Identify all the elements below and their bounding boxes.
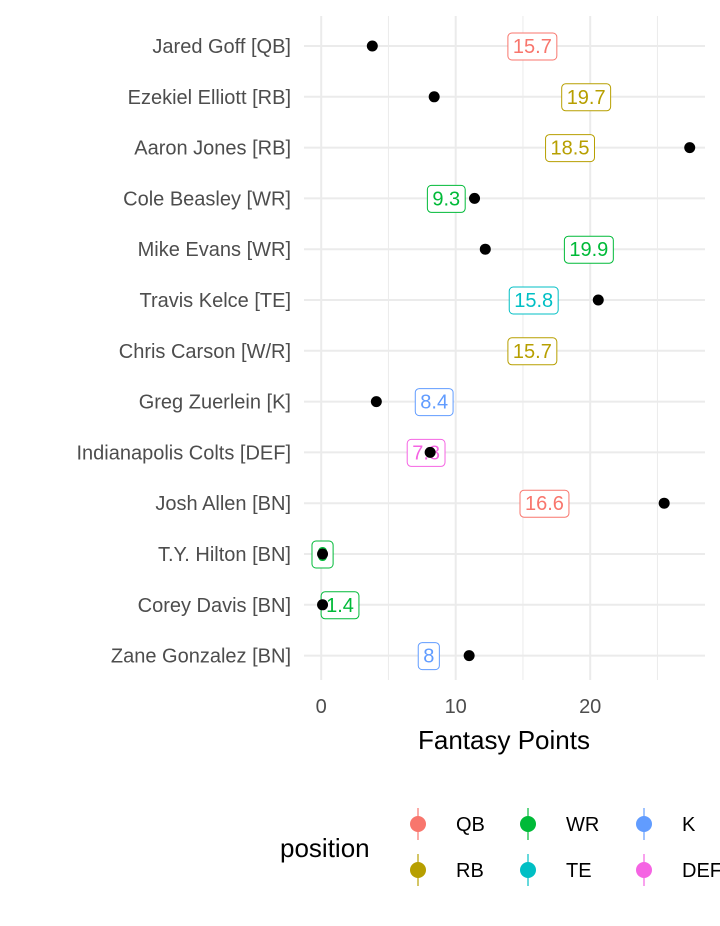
legend-item: WR — [520, 808, 599, 840]
projection-label: 19.7 — [561, 83, 612, 112]
projection-label-text: 15.7 — [513, 341, 552, 363]
projection-label-text: 15.7 — [513, 36, 552, 58]
actual-point — [592, 294, 604, 306]
projection-label-box — [507, 337, 558, 366]
legend-key-dot — [636, 816, 652, 832]
projection-label-text: 19.9 — [569, 239, 608, 261]
legend-label: TE — [566, 860, 592, 882]
actual-point — [479, 243, 491, 255]
projection-label: 16.6 — [519, 489, 570, 518]
grid-lines — [304, 16, 705, 680]
legend-key-dot — [520, 816, 536, 832]
player-label: Travis Kelce [TE] — [139, 290, 291, 312]
projection-label-text: 1.4 — [326, 595, 354, 617]
legend-key-dot — [410, 862, 426, 878]
projection-label-text: 16.6 — [525, 493, 564, 515]
legend-label: DEF — [682, 860, 720, 882]
player-label: Corey Davis [BN] — [138, 595, 291, 617]
actual-point — [424, 446, 436, 458]
legend-label: QB — [456, 814, 485, 836]
legend-item: TE — [520, 854, 592, 886]
projection-label: 9.3 — [426, 184, 466, 213]
x-tick-label: 10 — [445, 696, 467, 718]
projection-label-box — [563, 235, 614, 264]
actual-point — [469, 192, 481, 204]
projection-label-text: 18.5 — [551, 138, 590, 160]
projection-label: 15.7 — [507, 32, 558, 61]
projection-label: 18.5 — [545, 134, 595, 163]
legend: position QB RB WR TE K DEF — [280, 808, 720, 886]
actual-point — [317, 599, 329, 611]
x-axis-title: Fantasy Points — [418, 725, 590, 755]
legend-item: K — [636, 808, 696, 840]
projection-label: 19.9 — [563, 235, 614, 264]
player-label: Chris Carson [W/R] — [119, 341, 291, 363]
player-label: Jared Goff [QB] — [152, 36, 291, 58]
legend-key-dot — [410, 816, 426, 832]
projection-label-box — [508, 286, 559, 315]
legend-item: RB — [410, 854, 484, 886]
projection-label-text: 8 — [423, 646, 434, 668]
legend-label: WR — [566, 814, 599, 836]
player-label: Josh Allen [BN] — [155, 493, 291, 515]
projection-label: 8.4 — [414, 388, 454, 417]
legend-item: DEF — [636, 854, 720, 886]
player-label: Cole Beasley [WR] — [123, 188, 291, 210]
actual-points — [317, 40, 696, 662]
projection-label-text: 15.8 — [514, 290, 553, 312]
projection-label: 15.7 — [507, 337, 558, 366]
projection-label-box — [507, 32, 558, 61]
projection-label: 15.8 — [508, 286, 559, 315]
legend-label: K — [682, 814, 696, 836]
actual-point — [658, 497, 670, 509]
player-labels: Jared Goff [QB] Ezekiel Elliott [RB] Aaron… — [76, 36, 291, 668]
actual-point — [370, 396, 382, 408]
projection-label: 8 — [417, 642, 440, 671]
actual-point — [684, 142, 696, 154]
player-label: Indianapolis Colts [DEF] — [76, 442, 291, 464]
projection-label: 1.4 — [320, 591, 360, 620]
projection-label-text: 9.3 — [432, 188, 460, 210]
player-label: Ezekiel Elliott [RB] — [128, 87, 291, 109]
actual-point — [428, 91, 440, 103]
projection-label-box — [519, 489, 570, 518]
player-label: Mike Evans [WR] — [138, 239, 291, 261]
legend-key-dot — [520, 862, 536, 878]
projection-labels: 15.719.718.59.319.915.815.78.47.816.601.… — [311, 32, 614, 671]
player-label: Zane Gonzalez [BN] — [111, 646, 291, 668]
projection-label-box — [561, 83, 612, 112]
player-label: T.Y. Hilton [BN] — [158, 544, 291, 566]
legend-label: RB — [456, 860, 484, 882]
projection-label-text: 19.7 — [567, 87, 606, 109]
player-label: Aaron Jones [RB] — [134, 138, 291, 160]
actual-point — [463, 650, 475, 662]
player-label: Greg Zuerlein [K] — [139, 392, 291, 414]
projection-label-box — [414, 388, 454, 417]
x-tick-label: 20 — [579, 696, 601, 718]
actual-point — [317, 548, 329, 560]
x-tick-label: 0 — [316, 696, 327, 718]
projection-label-box — [426, 184, 466, 213]
projection-label-box — [417, 642, 440, 671]
actual-point — [366, 40, 378, 52]
x-axis-ticks: 0 10 20 — [316, 696, 602, 718]
projection-label-box — [545, 134, 595, 163]
legend-title: position — [280, 833, 370, 863]
projection-label-text: 8.4 — [420, 392, 448, 414]
legend-key-dot — [636, 862, 652, 878]
legend-item: QB — [410, 808, 485, 840]
